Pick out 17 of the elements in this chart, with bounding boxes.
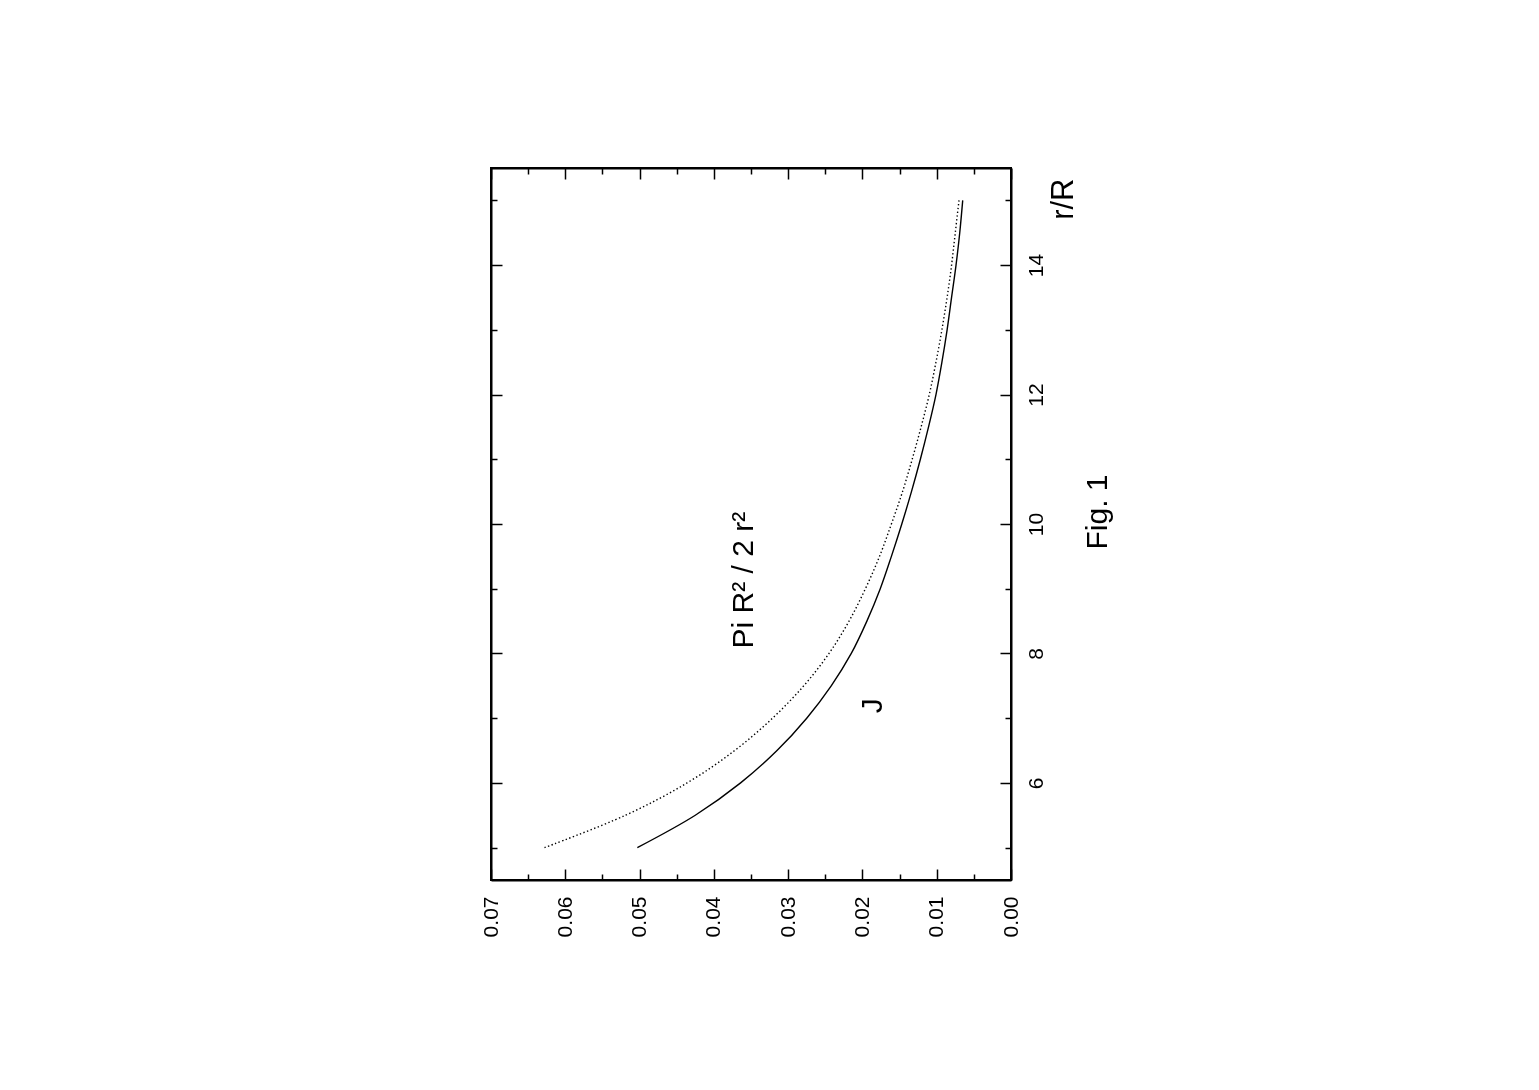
y-tick-label: 10 [1023, 512, 1047, 537]
caption: Fig. 1 [1080, 474, 1113, 550]
x-tick-label: 0.02 [849, 896, 873, 938]
y-tick-label: 6 [1023, 777, 1047, 790]
x-tick-label: 0.05 [627, 896, 651, 938]
x-tick-label: 0.01 [924, 896, 948, 938]
x-tick-label: 0.07 [478, 896, 502, 938]
text: J [854, 698, 888, 714]
y-tick-label: 12 [1023, 383, 1047, 407]
x-tick-label: 0.03 [775, 896, 799, 938]
x-tick-label: 0.00 [998, 896, 1022, 938]
x-tick-label: 0.04 [701, 896, 725, 938]
text: Pi R² / 2 r² [726, 511, 759, 649]
y-tick-label: 8 [1023, 648, 1047, 660]
y-axis-title: r/R [1044, 178, 1080, 220]
x-tick-label: 0.06 [552, 896, 576, 938]
y-tick-label: 14 [1023, 253, 1047, 278]
